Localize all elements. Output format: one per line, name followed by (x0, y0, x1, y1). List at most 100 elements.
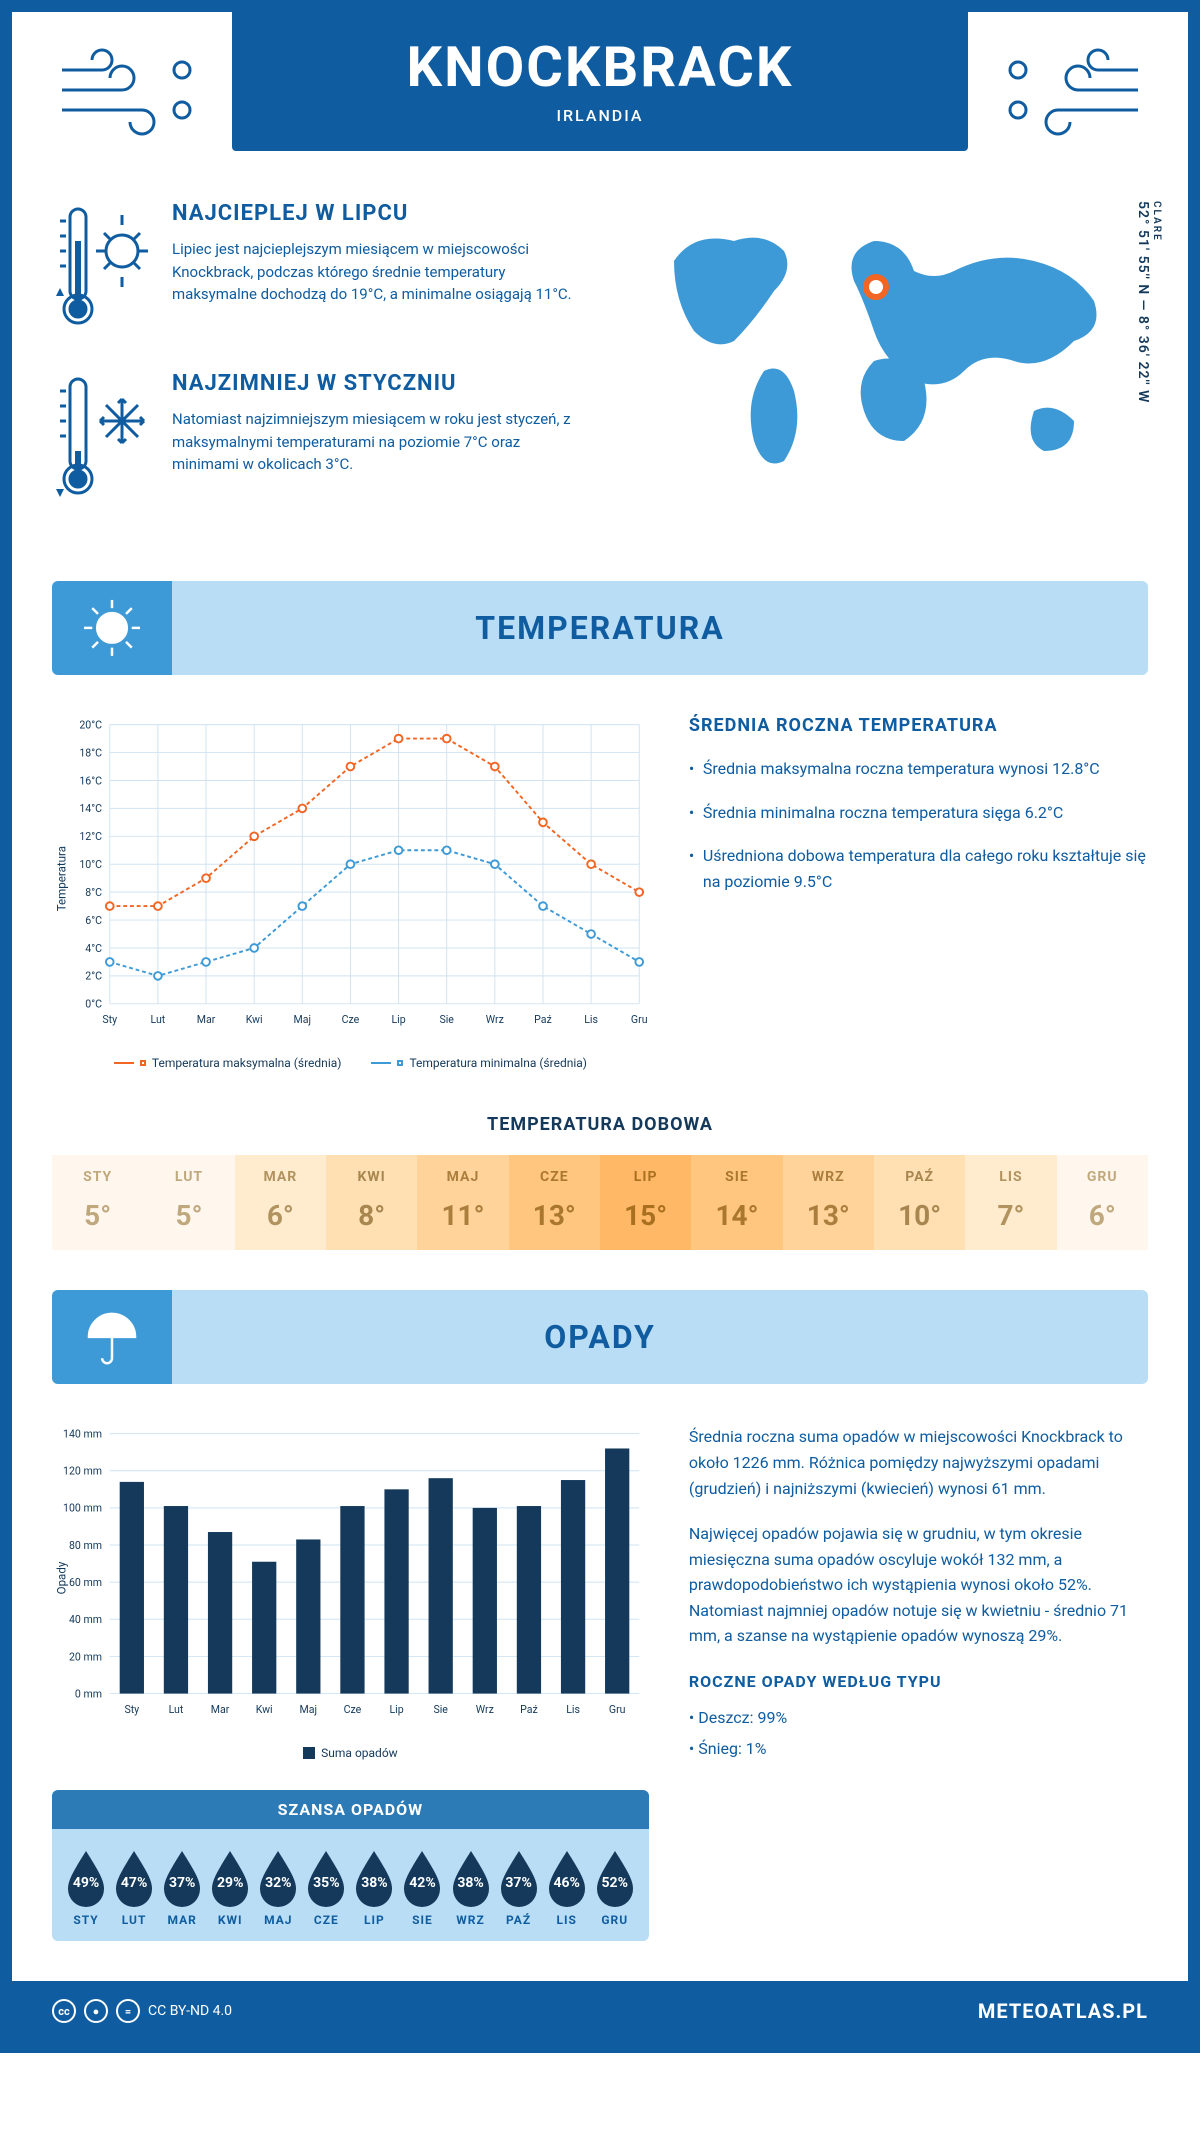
chance-title: SZANSA OPADÓW (52, 1790, 649, 1829)
svg-text:Sie: Sie (439, 1013, 454, 1026)
svg-text:120 mm: 120 mm (63, 1465, 102, 1478)
svg-text:Maj: Maj (294, 1013, 312, 1026)
chance-drop: 35%CZE (302, 1847, 350, 1927)
chance-value: 37% (158, 1875, 206, 1891)
precip-p1: Średnia roczna suma opadów w miejscowośc… (689, 1424, 1148, 1501)
chance-value: 49% (62, 1875, 110, 1891)
chance-month: KWI (206, 1913, 254, 1927)
daily-value: 13° (783, 1199, 874, 1232)
coldest-text: Natomiast najzimniejszym miesiącem w rok… (172, 408, 580, 476)
svg-text:Opady: Opady (54, 1561, 68, 1594)
chance-value: 32% (254, 1875, 302, 1891)
chance-month: CZE (302, 1913, 350, 1927)
svg-text:Sie: Sie (433, 1703, 448, 1716)
svg-text:Paź: Paź (534, 1013, 552, 1026)
daily-value: 14° (691, 1199, 782, 1232)
daily-value: 5° (143, 1199, 234, 1232)
svg-text:20 mm: 20 mm (69, 1651, 102, 1664)
svg-text:40 mm: 40 mm (69, 1613, 102, 1626)
svg-text:Lut: Lut (151, 1013, 166, 1026)
region-name: CLARE (1151, 201, 1162, 395)
daily-value: 8° (326, 1199, 417, 1232)
chance-month: PAŹ (495, 1913, 543, 1927)
daily-cell: STY 5° (52, 1155, 143, 1250)
header: KNOCKBRACK IRLANDIA (52, 12, 1148, 151)
chance-month: SIE (398, 1913, 446, 1927)
daily-cell: WRZ 13° (783, 1155, 874, 1250)
chance-month: STY (62, 1913, 110, 1927)
chance-month: MAR (158, 1913, 206, 1927)
daily-value: 10° (874, 1199, 965, 1232)
chance-drop: 38%WRZ (447, 1847, 495, 1927)
daily-value: 7° (965, 1199, 1056, 1232)
temp-note-item: Średnia maksymalna roczna temperatura wy… (689, 756, 1148, 782)
coldest-title: NAJZIMNIEJ W STYCZNIU (172, 371, 580, 396)
daily-value: 15° (600, 1199, 691, 1232)
precipitation-legend: Suma opadów (52, 1746, 649, 1760)
chance-month: LIS (543, 1913, 591, 1927)
svg-text:Cze: Cze (342, 1013, 360, 1026)
precip-type-item: • Deszcz: 99% (689, 1705, 1148, 1731)
chance-drop: 29% KWI (206, 1847, 254, 1927)
svg-text:18°C: 18°C (79, 746, 102, 759)
chance-value: 37% (495, 1875, 543, 1891)
daily-cell: CZE 13° (509, 1155, 600, 1250)
svg-text:Lis: Lis (566, 1703, 580, 1716)
svg-text:Wrz: Wrz (476, 1703, 494, 1716)
temperature-chart: 0°C2°C4°C6°C8°C10°C12°C14°C16°C18°C20°CS… (52, 715, 649, 1070)
svg-text:Lip: Lip (391, 1013, 405, 1026)
thermometer-hot-icon (52, 201, 152, 335)
daily-month: PAŹ (874, 1169, 965, 1185)
svg-text:140 mm: 140 mm (63, 1428, 102, 1441)
intro-text-column: NAJCIEPLEJ W LIPCU Lipiec jest najcieple… (52, 201, 580, 541)
svg-text:Lis: Lis (584, 1013, 598, 1026)
temperature-section-header: TEMPERATURA (52, 581, 1148, 675)
daily-value: 6° (1057, 1199, 1148, 1232)
daily-month: WRZ (783, 1169, 874, 1185)
daily-month: LIP (600, 1169, 691, 1185)
chance-value: 52% (591, 1875, 639, 1891)
precipitation-body: 0 mm20 mm40 mm60 mm80 mm100 mm120 mm140 … (52, 1424, 1148, 1941)
chance-value: 42% (398, 1875, 446, 1891)
map-column: CLARE 52° 51' 55'' N — 8° 36' 22'' W (620, 201, 1148, 541)
daily-month: STY (52, 1169, 143, 1185)
daily-cell: KWI 8° (326, 1155, 417, 1250)
svg-text:Wrz: Wrz (486, 1013, 504, 1026)
daily-month: MAR (235, 1169, 326, 1185)
precipitation-title: OPADY (544, 1318, 656, 1356)
license-text: CC BY-ND 4.0 (148, 2003, 232, 2019)
chance-drop: 47%LUT (110, 1847, 158, 1927)
precipitation-section-header: OPADY (52, 1290, 1148, 1384)
avg-annual-title: ŚREDNIA ROCZNA TEMPERATURA (689, 715, 1148, 736)
umbrella-icon (52, 1290, 172, 1384)
svg-text:20°C: 20°C (79, 718, 102, 731)
daily-month: CZE (509, 1169, 600, 1185)
license-block: cc ● = CC BY-ND 4.0 (52, 1999, 232, 2023)
daily-month: KWI (326, 1169, 417, 1185)
svg-text:Sty: Sty (102, 1013, 117, 1026)
daily-value: 5° (52, 1199, 143, 1232)
daily-cell: SIE14° (691, 1155, 782, 1250)
svg-text:6°C: 6°C (85, 914, 102, 927)
svg-text:Kwi: Kwi (256, 1703, 273, 1716)
warmest-block: NAJCIEPLEJ W LIPCU Lipiec jest najcieple… (52, 201, 580, 335)
daily-value: 13° (509, 1199, 600, 1232)
brand-name: METEOATLAS.PL (978, 1999, 1148, 2023)
legend-min: Temperatura minimalna (średnia) (371, 1056, 587, 1070)
daily-value: 11° (417, 1199, 508, 1232)
svg-text:Kwi: Kwi (246, 1013, 263, 1026)
cc-icon: cc (52, 1999, 76, 2023)
daily-cell: LUT 5° (143, 1155, 234, 1250)
daily-month: LUT (143, 1169, 234, 1185)
precipitation-chance-box: SZANSA OPADÓW 49%STY47%LUT37%MAR29%KWI32… (52, 1790, 649, 1941)
svg-text:2°C: 2°C (85, 970, 102, 983)
precip-type-title: ROCZNE OPADY WEDŁUG TYPU (689, 1669, 1148, 1695)
chance-month: LIP (350, 1913, 398, 1927)
svg-text:Mar: Mar (197, 1013, 216, 1026)
svg-text:Lut: Lut (169, 1703, 184, 1716)
svg-text:100 mm: 100 mm (63, 1502, 102, 1515)
chance-value: 46% (543, 1875, 591, 1891)
wind-icon-right (988, 12, 1148, 132)
chance-value: 29% (206, 1875, 254, 1891)
temp-note-item: Uśredniona dobowa temperatura dla całego… (689, 843, 1148, 894)
